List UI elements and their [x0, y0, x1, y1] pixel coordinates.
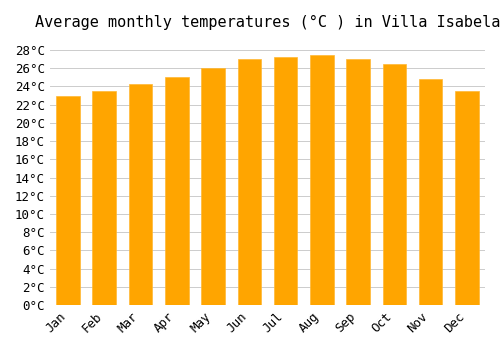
Bar	[92, 91, 116, 305]
Title: Average monthly temperatures (°C ) in Villa Isabela: Average monthly temperatures (°C ) in Vi…	[34, 15, 500, 30]
Bar	[455, 91, 478, 305]
Bar	[310, 55, 334, 305]
Bar	[128, 84, 152, 305]
Bar	[165, 77, 188, 305]
Bar	[56, 96, 80, 305]
Bar	[382, 64, 406, 305]
Bar	[346, 59, 370, 305]
Bar	[274, 57, 297, 305]
Bar	[419, 79, 442, 305]
Bar	[202, 68, 225, 305]
Bar	[238, 59, 261, 305]
